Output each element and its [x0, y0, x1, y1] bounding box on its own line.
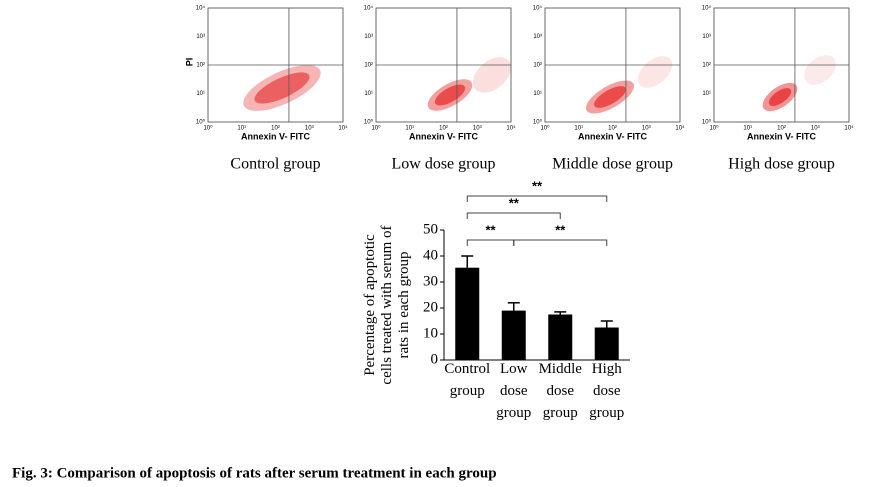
significance-label: **: [485, 222, 496, 237]
y-tick-label: 10³: [364, 34, 373, 40]
x-tick-label: 10¹: [574, 126, 583, 132]
x-tick-label: Low dose group: [496, 361, 531, 421]
cell-clouds: [243, 55, 836, 114]
y-tick-label: 10⁰: [196, 119, 206, 126]
y-tick-label: 10⁴: [196, 5, 206, 12]
bar: [594, 327, 619, 360]
x-tick-label: 10¹: [405, 126, 414, 132]
y-tick-label: 10⁰: [702, 119, 712, 126]
y-tick-label: 40: [423, 247, 438, 263]
group-name: Control group: [230, 156, 320, 173]
significance-label: **: [509, 195, 520, 210]
y-tick-label: 10⁴: [702, 5, 712, 12]
x-tick-label: 10⁰: [540, 125, 550, 132]
y-tick-label: 10⁴: [364, 5, 374, 12]
significance-bracket: [513, 239, 608, 246]
cell-cloud: [804, 55, 836, 85]
group-name: Middle dose group: [552, 156, 673, 173]
y-tick-label: 10¹: [533, 91, 542, 97]
significance-label: **: [532, 178, 543, 193]
y-tick-label: 10³: [533, 34, 542, 40]
x-axis-label: Annexin V- FITC: [747, 131, 817, 141]
y-tick-label: 10¹: [196, 91, 205, 97]
x-tick-label: 10⁴: [506, 125, 516, 132]
x-tick-label: High dose group: [589, 361, 624, 421]
x-tick-label: 10⁴: [844, 125, 854, 132]
y-axis-label: PI: [184, 58, 194, 67]
group-name: Low dose group: [392, 156, 496, 173]
y-tick-label: 30: [423, 273, 438, 289]
x-tick-label: 10²: [439, 126, 448, 132]
x-axis-label: Annexin V- FITC: [409, 131, 479, 141]
significance-bracket: [466, 195, 608, 202]
y-tick-label: 10⁴: [533, 5, 543, 12]
x-tick-label: 10²: [777, 126, 786, 132]
cell-cloud: [434, 84, 466, 106]
x-tick-label: 10¹: [743, 126, 752, 132]
x-axis-label: Annexin V- FITC: [241, 131, 311, 141]
y-tick-label: 10²: [533, 63, 542, 69]
y-axis-label: Percentage of apoptoticcells treated wit…: [362, 225, 412, 384]
significance-bracket: [466, 212, 561, 219]
y-tick-label: 0: [431, 351, 439, 367]
x-tick-label: 10³: [811, 126, 820, 132]
y-tick-label: 10²: [196, 63, 205, 69]
y-tick-label: 10²: [702, 63, 711, 69]
cell-cloud: [768, 88, 792, 106]
significance-bracket: [466, 239, 515, 246]
y-tick-label: 20: [423, 299, 438, 315]
x-tick-label: 10⁴: [675, 125, 685, 132]
y-tick-label: 10: [423, 325, 438, 341]
bar: [501, 310, 526, 360]
x-tick-label: 10⁴: [338, 125, 348, 132]
y-tick-label: 10²: [364, 63, 373, 69]
y-tick-label: 10³: [702, 34, 711, 40]
x-tick-label: 10⁰: [371, 125, 381, 132]
bar: [548, 314, 573, 360]
cell-cloud: [254, 72, 310, 104]
y-tick-label: 10⁰: [533, 119, 543, 126]
y-tick-label: 10¹: [364, 91, 373, 97]
x-tick-label: Control group: [444, 361, 490, 399]
x-tick-label: 10³: [305, 126, 314, 132]
significance-label: **: [555, 222, 566, 237]
caption: Fig. 3: Comparison of apoptosis of rats …: [12, 465, 497, 481]
x-tick-label: 10⁰: [709, 125, 719, 132]
bar: [455, 267, 480, 360]
x-tick-label: 10¹: [237, 126, 246, 132]
cell-cloud: [637, 56, 673, 88]
cell-cloud: [594, 86, 626, 108]
x-tick-label: 10²: [271, 126, 280, 132]
x-tick-label: 10²: [608, 126, 617, 132]
x-tick-label: 10³: [642, 126, 651, 132]
y-tick-label: 10³: [196, 34, 205, 40]
x-axis-label: Annexin V- FITC: [578, 131, 648, 141]
x-tick-label: Middle dose group: [539, 361, 583, 421]
y-tick-label: 50: [423, 221, 438, 237]
x-tick-label: 10³: [473, 126, 482, 132]
y-tick-label: 10¹: [702, 91, 711, 97]
cell-cloud: [472, 57, 512, 93]
x-tick-label: 10⁰: [203, 125, 213, 132]
group-name: High dose group: [728, 156, 835, 173]
y-tick-label: 10⁰: [364, 119, 374, 126]
